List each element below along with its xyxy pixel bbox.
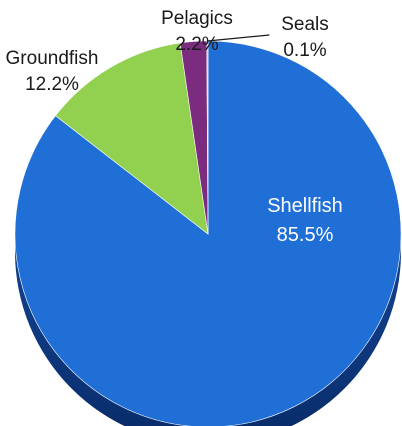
label-pelagics-name: Pelagics — [161, 8, 233, 29]
label-seals-name: Seals — [281, 14, 329, 35]
seals-leader-line — [207, 34, 270, 42]
pie-slice-groundfish — [55, 42, 209, 235]
label-groundfish-name: Groundfish — [6, 48, 99, 69]
label-shellfish-value: 85.5% — [277, 224, 334, 246]
label-groundfish-value: 12.2% — [25, 74, 79, 95]
pie-top-layer — [14, 40, 402, 426]
label-shellfish-name: Shellfish — [267, 195, 343, 217]
pie-slice-shellfish — [14, 40, 402, 426]
pie-labels-layer: Groundfish 12.2% Pelagics 2.2% Seals 0.1… — [6, 8, 343, 246]
label-seals-value: 0.1% — [283, 40, 326, 61]
label-pelagics-value: 2.2% — [175, 34, 218, 55]
